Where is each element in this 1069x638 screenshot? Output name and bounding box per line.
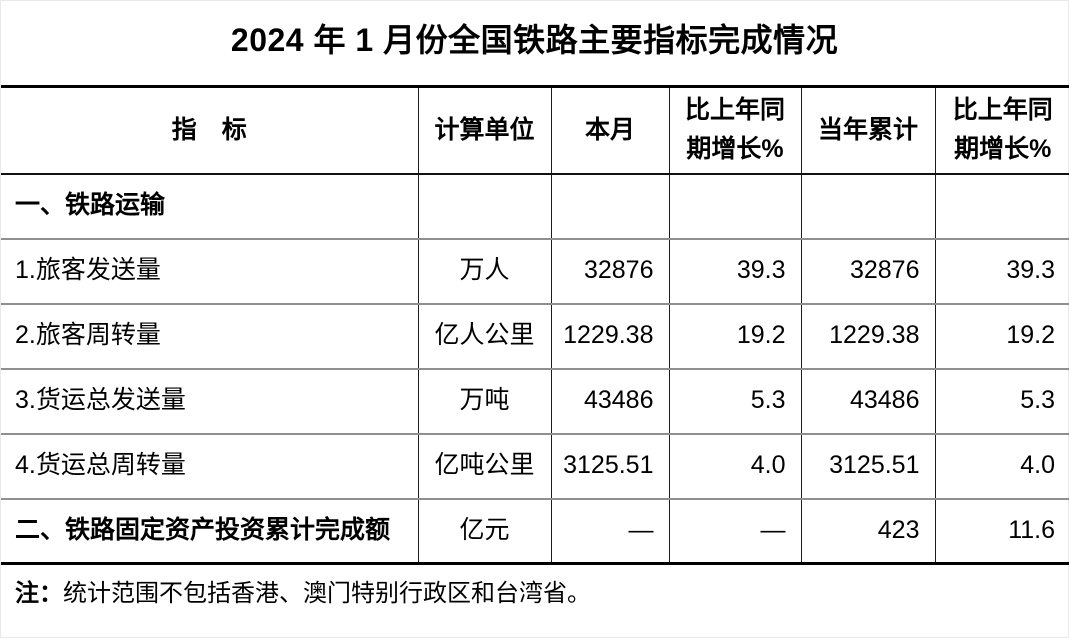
cell-month <box>550 173 669 239</box>
cell-month: 1229.38 <box>550 303 669 369</box>
cell-label: 一、铁路运输 <box>15 191 166 220</box>
cell-ytd: 1229.38 <box>800 303 935 369</box>
cell-month-growth: 4.0 <box>668 433 801 499</box>
data-row-passengers-sent: 1.旅客发送量 万人 32876 39.3 32876 39.3 <box>1 238 1069 304</box>
cell-ytd-growth: 39.3 <box>934 238 1069 304</box>
cell-month: — <box>550 498 669 564</box>
cell-ytd-growth: 19.2 <box>934 303 1069 369</box>
col-header-unit: 计算单位 <box>417 86 551 174</box>
cell-unit: 亿人公里 <box>417 303 551 369</box>
footnote: 注：统计范围不包括香港、澳门特别行政区和台湾省。 <box>1 578 1068 610</box>
railway-stats-table: 指 标 计算单位 本月 比上年同 期增长% 当年累计 比上年同 期增长% 一、铁… <box>1 85 1069 565</box>
cell-ytd-growth: 5.3 <box>934 368 1069 434</box>
data-row-freight-turnover: 4.货运总周转量 亿吨公里 3125.51 4.0 3125.51 4.0 <box>1 433 1069 499</box>
cell-month-growth <box>668 173 801 239</box>
cell-month-growth: 19.2 <box>668 303 801 369</box>
cell-label: 2.旅客周转量 <box>15 321 161 350</box>
cell-ytd-growth: 4.0 <box>934 433 1069 499</box>
cell-month-growth: 5.3 <box>668 368 801 434</box>
cell-label: 1.旅客发送量 <box>15 256 161 285</box>
header-row: 指 标 计算单位 本月 比上年同 期增长% 当年累计 比上年同 期增长% <box>1 86 1069 174</box>
col-header-ytd: 当年累计 <box>800 86 935 174</box>
cell-label: 4.货运总周转量 <box>15 451 186 480</box>
cell-month: 3125.51 <box>550 433 669 499</box>
cell-ytd-growth: 11.6 <box>934 498 1069 564</box>
cell-unit <box>417 173 551 239</box>
cell-unit: 万吨 <box>417 368 551 434</box>
cell-ytd: 423 <box>800 498 935 564</box>
cell-label: 3.货运总发送量 <box>15 386 186 415</box>
cell-month-growth: — <box>668 498 801 564</box>
cell-ytd <box>800 173 935 239</box>
cell-label: 二、铁路固定资产投资累计完成额 <box>15 515 391 544</box>
cell-unit: 亿吨公里 <box>417 433 551 499</box>
col-header-current-month: 本月 <box>550 86 669 174</box>
cell-month: 32876 <box>550 238 669 304</box>
data-row-freight-sent: 3.货运总发送量 万吨 43486 5.3 43486 5.3 <box>1 368 1069 434</box>
section-row-rail-transport: 一、铁路运输 <box>1 173 1069 239</box>
cell-ytd: 3125.51 <box>800 433 935 499</box>
footnote-prefix: 注： <box>15 580 63 607</box>
cell-unit: 亿元 <box>417 498 551 564</box>
col-header-ytd-growth: 比上年同 期增长% <box>934 86 1069 174</box>
cell-month: 43486 <box>550 368 669 434</box>
cell-ytd-growth <box>934 173 1069 239</box>
col-header-month-growth: 比上年同 期增长% <box>668 86 801 174</box>
section-row-fixed-asset-investment: 二、铁路固定资产投资累计完成额 亿元 — — 423 11.6 <box>1 498 1069 564</box>
data-row-passenger-turnover: 2.旅客周转量 亿人公里 1229.38 19.2 1229.38 19.2 <box>1 303 1069 369</box>
col-header-indicator: 指 标 <box>171 115 247 144</box>
cell-month-growth: 39.3 <box>668 238 801 304</box>
cell-unit: 万人 <box>417 238 551 304</box>
cell-ytd: 43486 <box>800 368 935 434</box>
cell-ytd: 32876 <box>800 238 935 304</box>
page-title: 2024 年 1 月份全国铁路主要指标完成情况 <box>230 22 839 58</box>
footnote-text: 统计范围不包括香港、澳门特别行政区和台湾省。 <box>63 580 591 607</box>
